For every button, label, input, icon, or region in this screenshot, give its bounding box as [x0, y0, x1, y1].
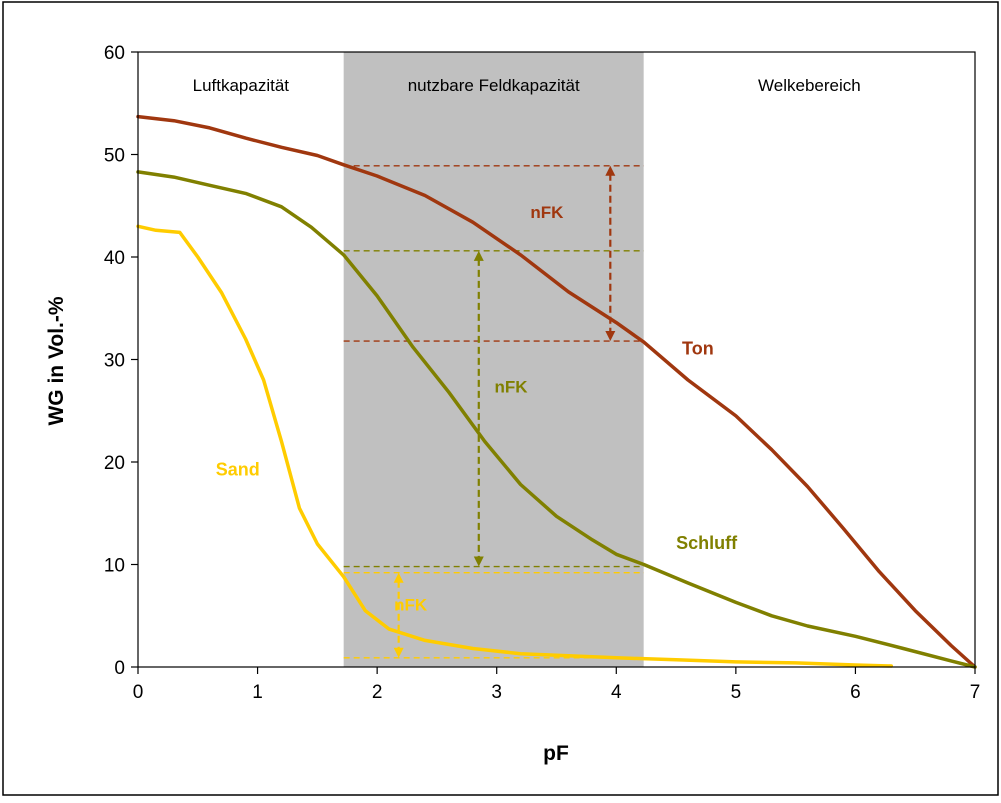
x-tick-label-2: 2 — [372, 682, 383, 703]
region-band-0 — [138, 52, 344, 667]
nfk-arrow-head-bottom-1 — [473, 556, 484, 567]
nfk-arrow-head-bottom-2 — [393, 647, 404, 658]
y-tick-label-4: 40 — [104, 248, 125, 269]
y-axis-title: WG in Vol.-% — [45, 296, 68, 425]
region-band-1 — [343, 52, 644, 667]
series-label-ton: Ton — [682, 338, 714, 358]
x-tick-label-1: 1 — [252, 682, 263, 703]
x-tick-label-7: 7 — [970, 682, 981, 703]
y-tick-label-5: 50 — [104, 146, 125, 167]
series-line-ton — [136, 114, 977, 669]
nfk-arrow-head-top-0 — [605, 165, 616, 176]
x-tick-label-6: 6 — [850, 682, 861, 703]
series-label-schluff: Schluff — [676, 533, 738, 553]
x-tick-label-3: 3 — [491, 682, 502, 703]
y-tick-label-1: 10 — [104, 556, 125, 577]
nfk-label-1: nFK — [495, 377, 529, 396]
y-tick-label-6: 60 — [104, 43, 125, 64]
nfk-arrow-head-bottom-0 — [605, 331, 616, 342]
x-tick-label-0: 0 — [133, 682, 144, 703]
y-tick-label-3: 30 — [104, 351, 125, 372]
series-line-schluff — [136, 170, 977, 669]
nfk-arrow-head-top-2 — [393, 572, 404, 583]
region-label-2: Welkebereich — [758, 76, 861, 95]
nfk-arrow-head-top-1 — [473, 250, 484, 261]
series-line-sand — [136, 224, 894, 668]
y-tick-label-2: 20 — [104, 453, 125, 474]
x-tick-label-5: 5 — [731, 682, 742, 703]
region-label-0: Luftkapazität — [193, 76, 290, 95]
region-label-1: nutzbare Feldkapazität — [408, 76, 580, 95]
y-tick-label-0: 0 — [114, 658, 125, 679]
x-axis-title: pF — [543, 742, 569, 765]
nfk-label-0: nFK — [530, 203, 564, 222]
series-label-sand: Sand — [216, 459, 260, 479]
x-tick-label-4: 4 — [611, 682, 622, 703]
region-band-2 — [643, 52, 975, 667]
nfk-label-2: nFK — [394, 596, 428, 615]
